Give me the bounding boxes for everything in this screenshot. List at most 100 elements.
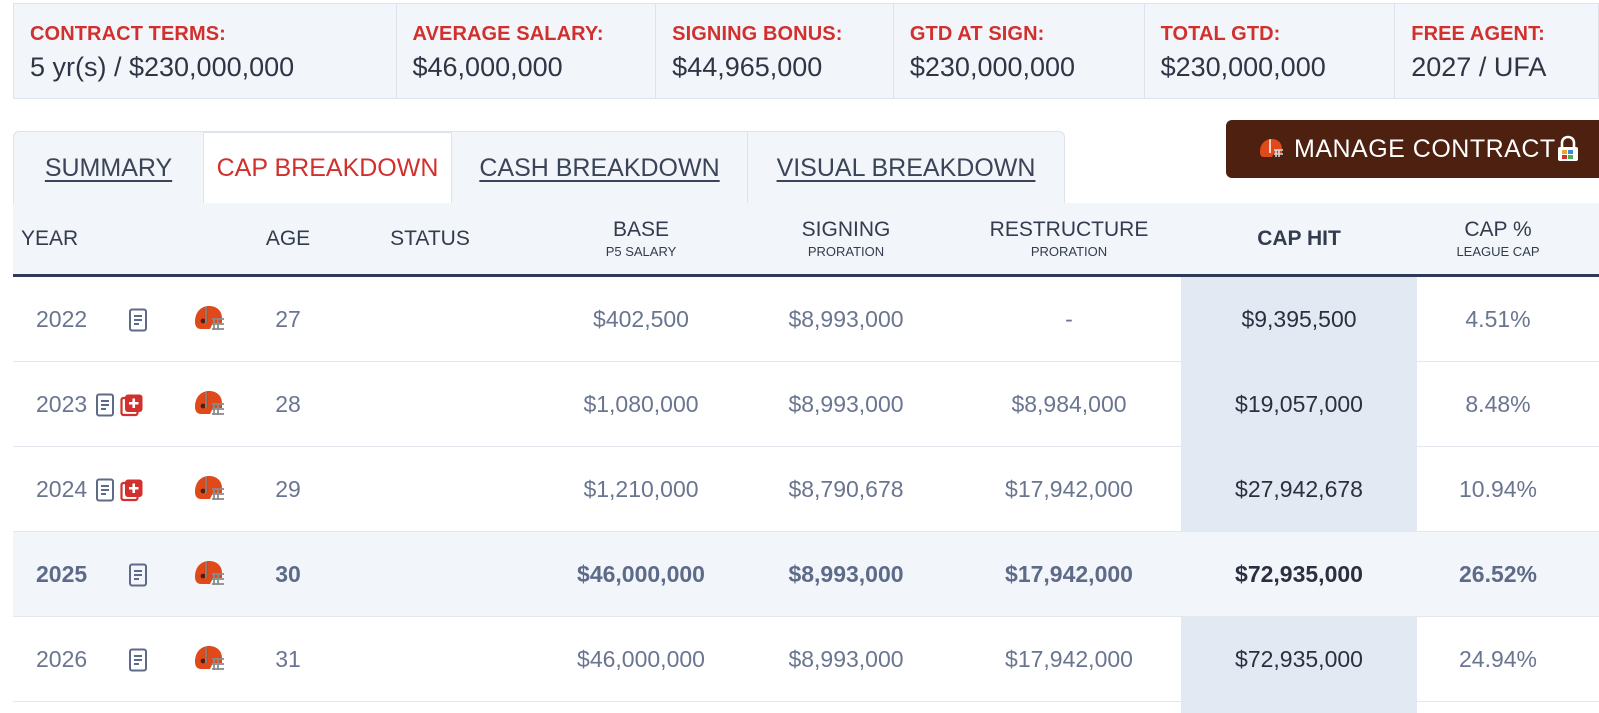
- cell-signing-proration: $8,993,000: [788, 391, 904, 417]
- header-restructure-proration[interactable]: RESTRUCTURE PRORATION: [964, 203, 1174, 274]
- cell-restructure-proration: $8,984,000: [1011, 391, 1127, 417]
- header-sublabel: LEAGUE CAP: [1456, 243, 1540, 259]
- manage-contract-label: MANAGE CONTRACT: [1294, 134, 1556, 163]
- header-label: RESTRUCTURE: [989, 217, 1149, 241]
- summary-contract-terms: CONTRACT TERMS: 5 yr(s) / $230,000,000: [14, 4, 397, 98]
- summary-value: $46,000,000: [412, 52, 563, 82]
- contract-document-icon[interactable]: [95, 393, 115, 417]
- header-sublabel: PRORATION: [1030, 243, 1108, 259]
- cell-status: [380, 277, 480, 362]
- summary-label: CONTRACT TERMS:: [30, 23, 226, 45]
- summary-value: 5 yr(s) / $230,000,000: [30, 52, 295, 82]
- cell-base-salary: $46,000,000: [577, 561, 705, 587]
- contract-tabs: SUMMARY CAP BREAKDOWN CASH BREAKDOWN VIS…: [13, 131, 1065, 204]
- summary-value: $230,000,000: [1160, 52, 1326, 82]
- cell-signing-proration: $8,790,678: [788, 476, 904, 502]
- cell-cap-percent: 8.48%: [1465, 391, 1531, 417]
- cell-age: 27: [275, 306, 301, 332]
- header-sublabel: P5 SALARY: [605, 243, 677, 259]
- header-label: AGE: [265, 226, 311, 250]
- summary-label: SIGNING BONUS:: [672, 23, 843, 45]
- cell-restructure-proration: $17,942,000: [1005, 561, 1133, 587]
- cell-base-salary: $402,500: [593, 306, 689, 332]
- cell-year: 2025: [36, 561, 88, 587]
- table-row: 2025 30 $46,000,000 $8,993,000 $17,942,000 $7…: [13, 532, 1599, 617]
- table-body: 2022 27 $402,500 $8,993,000 - $9,395,500 4.51%…: [13, 277, 1599, 702]
- cell-cap-percent: 24.94%: [1458, 646, 1537, 672]
- table-row: 2026 31 $46,000,000 $8,993,000 $17,942,000 $7…: [13, 617, 1599, 702]
- tab-visual-breakdown[interactable]: VISUAL BREAKDOWN: [776, 153, 1036, 182]
- cell-cap-percent: 26.52%: [1458, 561, 1537, 587]
- restructure-plus-icon[interactable]: [120, 393, 144, 417]
- contract-document-icon[interactable]: [95, 478, 115, 502]
- header-label: YEAR: [21, 226, 79, 250]
- cell-cap-hit: $19,057,000: [1235, 391, 1363, 417]
- header-base-salary[interactable]: BASE P5 SALARY: [541, 203, 741, 274]
- cell-cap-hit: $27,942,678: [1235, 476, 1363, 502]
- cell-year: 2023: [36, 391, 88, 417]
- cell-status: [380, 532, 480, 617]
- cell-restructure-proration: $17,942,000: [1005, 646, 1133, 672]
- summary-free-agent: FREE AGENT: 2027 / UFA: [1395, 4, 1598, 98]
- tab-summary[interactable]: SUMMARY: [14, 132, 204, 204]
- header-status[interactable]: STATUS: [380, 203, 480, 274]
- tab-cap-breakdown[interactable]: CAP BREAKDOWN: [204, 132, 452, 204]
- year-icons: [95, 362, 144, 447]
- restructure-plus-icon[interactable]: [120, 478, 144, 502]
- year-icons: [128, 532, 148, 617]
- table-header-row: YEAR AGE STATUS BASE P5 SALARY SIGNING P…: [13, 203, 1599, 277]
- cap-hit-column-highlight: [1181, 203, 1417, 713]
- cell-cap-hit: $72,935,000: [1235, 646, 1363, 672]
- team-helmet-icon: [193, 390, 225, 423]
- cell-age: 31: [275, 646, 301, 672]
- year-icons: [128, 617, 148, 702]
- manage-contract-button[interactable]: MANAGE CONTRACT: [1226, 120, 1599, 178]
- header-label: CAP HIT: [1257, 226, 1341, 250]
- contract-summary-bar: CONTRACT TERMS: 5 yr(s) / $230,000,000 A…: [13, 3, 1599, 99]
- cell-status: [380, 447, 480, 532]
- cell-age: 28: [275, 391, 301, 417]
- year-icons: [128, 277, 148, 362]
- year-icons: [95, 447, 144, 532]
- cell-cap-hit: $72,935,000: [1235, 561, 1363, 587]
- header-label: STATUS: [390, 226, 470, 250]
- header-year[interactable]: YEAR: [21, 203, 141, 274]
- cell-year: 2026: [36, 646, 88, 672]
- team-helmet-icon: [193, 305, 225, 338]
- contract-document-icon[interactable]: [128, 563, 148, 587]
- summary-value: 2027 / UFA: [1411, 52, 1547, 82]
- lock-icon: [1556, 135, 1580, 168]
- cell-age: 29: [275, 476, 301, 502]
- helmet-icon: [1258, 138, 1284, 160]
- summary-label: FREE AGENT:: [1411, 23, 1545, 45]
- cell-base-salary: $46,000,000: [577, 646, 705, 672]
- summary-label: AVERAGE SALARY:: [412, 23, 604, 45]
- cell-status: [380, 617, 480, 702]
- header-signing-proration[interactable]: SIGNING PRORATION: [746, 203, 946, 274]
- team-helmet-icon: [193, 475, 225, 508]
- cell-restructure-proration: -: [1065, 306, 1073, 332]
- cell-base-salary: $1,210,000: [583, 476, 699, 502]
- summary-label: GTD AT SIGN:: [909, 23, 1045, 45]
- header-sublabel: PRORATION: [807, 243, 885, 259]
- table-row: 2024 29 $1,210,000 $8,790,678 $17,942,000 $27…: [13, 447, 1599, 532]
- header-label: BASE: [612, 217, 670, 241]
- cell-status: [380, 362, 480, 447]
- header-cap-percent[interactable]: CAP % LEAGUE CAP: [1417, 203, 1579, 274]
- contract-document-icon[interactable]: [128, 308, 148, 332]
- table-row: 2023 28 $1,080,000 $8,993,000 $8,984,000 $19,…: [13, 362, 1599, 447]
- tab-cash-breakdown[interactable]: CASH BREAKDOWN: [452, 132, 748, 204]
- summary-label: TOTAL GTD:: [1160, 23, 1281, 45]
- team-helmet-icon: [193, 645, 225, 678]
- header-cap-hit[interactable]: CAP HIT: [1181, 203, 1417, 274]
- cell-signing-proration: $8,993,000: [788, 306, 904, 332]
- header-age[interactable]: AGE: [258, 203, 318, 274]
- cell-cap-hit: $9,395,500: [1241, 306, 1357, 332]
- header-label: SIGNING: [801, 217, 891, 241]
- cell-cap-percent: 10.94%: [1458, 476, 1537, 502]
- summary-value: $44,965,000: [672, 52, 823, 82]
- summary-gtd-at-sign: GTD AT SIGN: $230,000,000: [894, 4, 1145, 98]
- summary-signing-bonus: SIGNING BONUS: $44,965,000: [656, 4, 894, 98]
- contract-document-icon[interactable]: [128, 648, 148, 672]
- cell-signing-proration: $8,993,000: [788, 561, 904, 587]
